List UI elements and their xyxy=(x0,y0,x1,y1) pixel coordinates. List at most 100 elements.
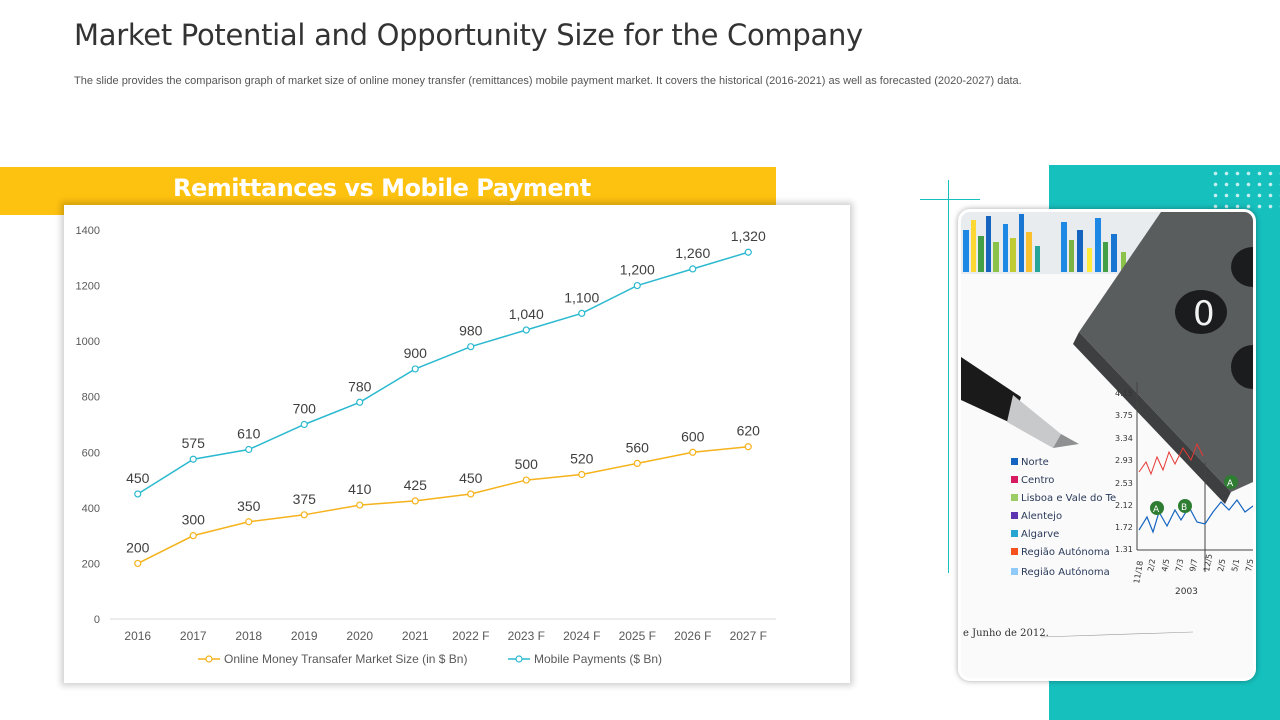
x-tick-label: 2018 xyxy=(235,629,262,643)
photo-ytick-2: 3.34 xyxy=(1115,434,1133,443)
data-point xyxy=(245,518,253,526)
series-line-1 xyxy=(137,251,749,495)
data-label: 350 xyxy=(237,498,261,514)
data-point xyxy=(300,511,308,519)
legend-label-0: Online Money Transafer Market Size (in $… xyxy=(224,652,467,666)
data-point xyxy=(689,448,697,456)
x-tick-label: 2016 xyxy=(124,629,151,643)
data-label: 1,100 xyxy=(564,289,599,305)
data-label: 450 xyxy=(459,470,483,486)
x-tick-label: 2027 F xyxy=(730,629,767,643)
photo-marker-a2: A xyxy=(1227,479,1234,489)
photo-xtick-3: 7/3 xyxy=(1174,558,1185,572)
photo-ytick-0: 4.15 xyxy=(1115,389,1133,398)
data-label: 375 xyxy=(293,491,317,507)
data-point xyxy=(578,470,586,479)
line-chart: 0 200 400 600 800 1000 1200 1400 2016 2017 2018 201… xyxy=(76,225,776,666)
photo-xtick-4: 9/7 xyxy=(1188,558,1199,572)
data-label: 200 xyxy=(126,539,150,555)
x-tick-label: 2020 xyxy=(346,629,373,643)
page-title: Market Potential and Opportunity Size fo… xyxy=(74,18,863,52)
photo-legend-regiao-2: Região Autónoma xyxy=(1021,566,1110,578)
svg-text:0: 0 xyxy=(1193,294,1215,334)
x-tick-label: 2024 F xyxy=(563,629,600,643)
data-label: 1,040 xyxy=(509,306,544,322)
photo-year: 2003 xyxy=(1175,587,1198,597)
data-label: 1,200 xyxy=(620,262,655,278)
data-label: 425 xyxy=(404,477,428,493)
y-tick-label: 600 xyxy=(82,447,100,459)
data-label: 500 xyxy=(515,456,539,472)
data-point xyxy=(633,459,641,467)
data-label: 900 xyxy=(404,345,428,361)
data-point xyxy=(744,443,752,451)
legend-label-1: Mobile Payments ($ Bn) xyxy=(534,652,662,666)
series-line-0 xyxy=(137,445,749,565)
data-label: 780 xyxy=(348,378,372,394)
data-point xyxy=(633,281,641,290)
photo-ytick-1: 3.75 xyxy=(1115,411,1133,420)
photo-xtick-7: 5/1 xyxy=(1230,558,1241,572)
chart-card: 0 200 400 600 800 1000 1200 1400 2016 2017 2018 201… xyxy=(64,205,850,683)
photo-caption: e Junho de 2012. xyxy=(963,628,1049,639)
photo-ytick-7: 1.31 xyxy=(1115,545,1133,554)
data-label: 980 xyxy=(459,323,483,339)
data-point xyxy=(744,248,752,256)
stock-photo: 0 Norte Centro Lisboa e Vale do Te Alent… xyxy=(958,209,1256,681)
data-point xyxy=(189,532,197,540)
data-label: 300 xyxy=(182,512,206,528)
data-point xyxy=(689,265,697,273)
data-point xyxy=(578,309,586,317)
photo-ytick-6: 1.72 xyxy=(1115,523,1133,532)
data-label: 620 xyxy=(737,423,761,439)
chart-title: Remittances vs Mobile Payment xyxy=(173,174,591,202)
data-label: 450 xyxy=(126,470,150,486)
y-tick-label: 1400 xyxy=(76,225,100,237)
data-label: 1,260 xyxy=(675,245,710,261)
y-tick-label: 1200 xyxy=(76,281,100,293)
photo-legend-alentejo: Alentejo xyxy=(1021,511,1062,522)
data-label: 610 xyxy=(237,426,261,442)
photo-ytick-4: 2.53 xyxy=(1115,479,1133,488)
photo-ytick-3: 2.93 xyxy=(1115,456,1133,465)
photo-legend-regiao-1: Região Autónoma xyxy=(1021,546,1110,558)
x-tick-label: 2023 F xyxy=(508,629,545,643)
data-point xyxy=(189,455,197,463)
photo-pen xyxy=(961,357,1079,448)
data-label: 1,320 xyxy=(731,228,766,244)
data-point xyxy=(356,501,364,509)
y-tick-label: 800 xyxy=(82,392,100,404)
x-tick-label: 2021 xyxy=(402,629,429,643)
data-label: 700 xyxy=(293,401,317,417)
legend-marker-0 xyxy=(205,655,213,663)
photo-xtick-6: 2/5 xyxy=(1216,558,1227,572)
photo-marker-a: A xyxy=(1153,505,1160,515)
photo-xtick-0: 11/18 xyxy=(1132,560,1145,584)
data-point xyxy=(245,445,253,454)
legend-marker-1 xyxy=(515,655,523,663)
photo-ytick-5: 2.12 xyxy=(1115,501,1133,510)
data-label: 600 xyxy=(681,428,705,444)
x-tick-label: 2017 xyxy=(180,629,207,643)
photo-legend-norte: Norte xyxy=(1021,457,1049,468)
y-tick-label: 200 xyxy=(82,558,100,570)
data-point xyxy=(134,559,142,568)
y-tick-label: 0 xyxy=(94,614,100,626)
data-point xyxy=(522,326,530,334)
data-label: 520 xyxy=(570,451,594,467)
data-point xyxy=(467,490,475,498)
photo-legend-centro: Centro xyxy=(1021,475,1054,486)
data-label: 575 xyxy=(182,435,206,451)
data-point xyxy=(356,398,364,406)
y-tick-label: 1000 xyxy=(76,336,100,348)
photo-xtick-2: 4/5 xyxy=(1160,558,1171,572)
y-tick-label: 400 xyxy=(82,503,100,515)
decor-vertical-line xyxy=(948,180,949,573)
photo-calculator: 0 xyxy=(1073,212,1253,504)
dot-pattern xyxy=(1210,168,1280,210)
data-label: 410 xyxy=(348,481,372,497)
data-point xyxy=(467,343,475,351)
data-point xyxy=(411,365,419,373)
data-label: 560 xyxy=(626,439,650,455)
photo-mini-chart: 4.15 3.75 3.34 2.93 2.53 2.12 1.72 1.31 … xyxy=(1115,382,1253,597)
